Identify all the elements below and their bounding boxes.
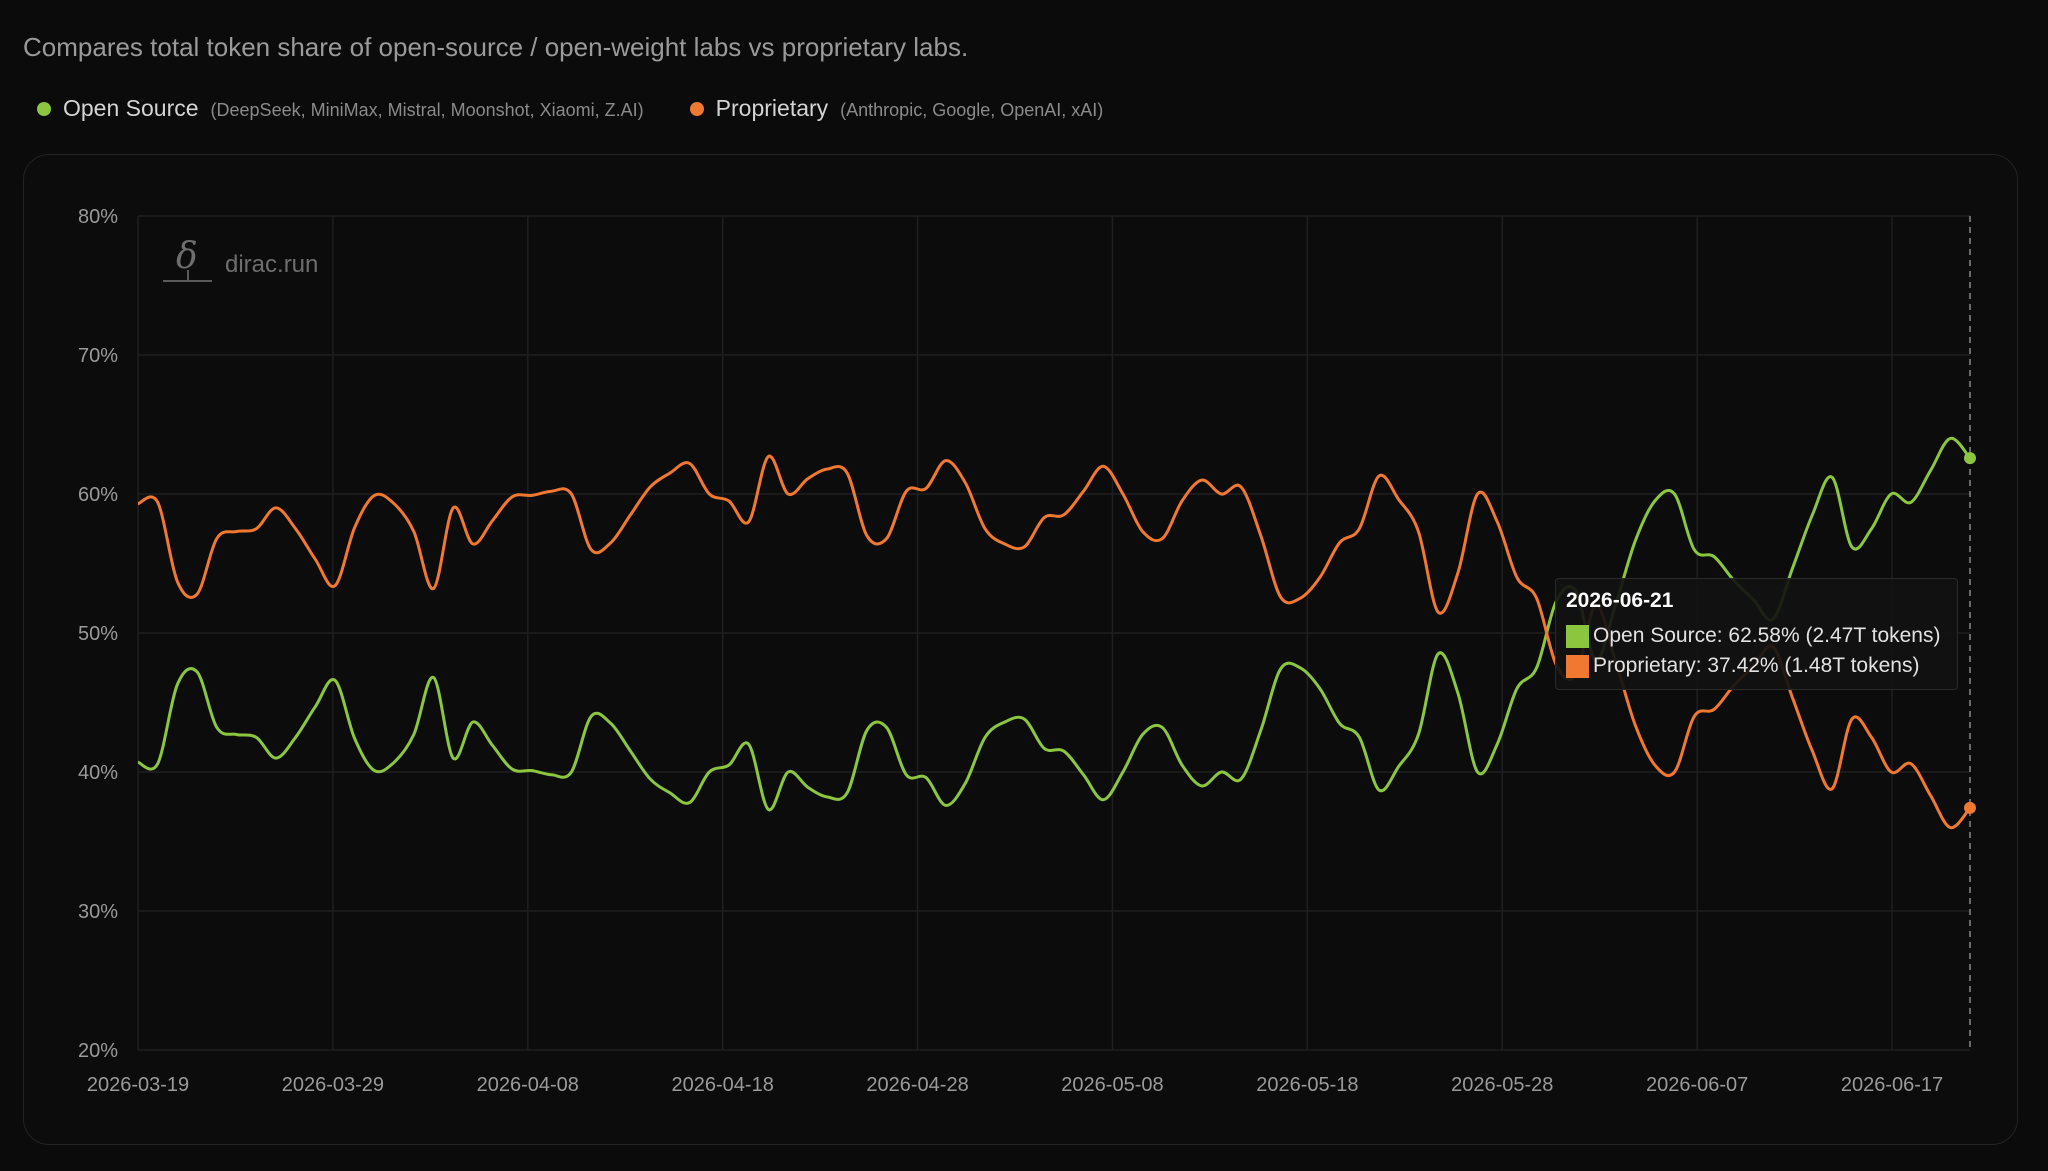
legend-members-proprietary: (Anthropic, Google, OpenAI, xAI) <box>840 100 1104 120</box>
legend-label-proprietary: Proprietary <box>715 95 829 121</box>
x-tick-label: 2026-05-18 <box>1256 1074 1358 1096</box>
x-tick-label: 2026-06-07 <box>1646 1074 1748 1096</box>
legend-item-open-source[interactable]: Open Source (DeepSeek, MiniMax, Mistral,… <box>37 95 644 122</box>
tooltip-text-proprietary: Proprietary: 37.42% (1.48T tokens) <box>1593 654 1920 677</box>
tooltip-swatch-open-source <box>1566 624 1589 648</box>
y-tick-label: 60% <box>78 484 118 506</box>
hover-markers <box>1964 452 1976 814</box>
tooltip-row-proprietary: Proprietary: 37.42% (1.48T tokens) <box>1566 651 1947 681</box>
y-tick-label: 40% <box>78 762 118 784</box>
legend-item-proprietary[interactable]: Proprietary (Anthropic, Google, OpenAI, … <box>689 95 1104 122</box>
y-tick-label: 70% <box>78 345 118 367</box>
grid-lines <box>137 215 1970 1051</box>
series-line-open-source[interactable] <box>137 436 1972 812</box>
x-tick-label: 2026-03-29 <box>282 1074 384 1096</box>
watermark-logo-glyph: δ <box>176 236 198 277</box>
y-tick-label: 80% <box>78 206 118 228</box>
legend-dot-proprietary <box>689 101 704 116</box>
x-tick-label: 2026-04-08 <box>477 1074 579 1096</box>
watermark: δ dirac.run <box>163 236 318 282</box>
x-axis-ticks: 2026-03-19 2026-03-29 2026-04-08 2026-04-18… <box>87 1074 1943 1096</box>
y-tick-label: 30% <box>78 901 118 923</box>
tooltip-swatch-proprietary <box>1566 654 1589 678</box>
chart-subtitle: Compares total token share of open-sourc… <box>23 32 969 62</box>
x-tick-label: 2026-04-18 <box>672 1074 774 1096</box>
series-line-proprietary[interactable] <box>137 454 1972 830</box>
y-tick-label: 50% <box>78 623 118 645</box>
tooltip: 2026-06-21 Open Source: 62.58% (2.47T to… <box>1555 578 1958 690</box>
hover-marker-proprietary <box>1964 801 1976 814</box>
x-tick-label: 2026-06-17 <box>1841 1074 1943 1096</box>
tooltip-date: 2026-06-21 <box>1566 589 1674 612</box>
legend-label-open-source: Open Source <box>63 95 199 121</box>
x-tick-label: 2026-04-28 <box>866 1074 968 1096</box>
x-tick-label: 2026-05-28 <box>1451 1074 1553 1096</box>
x-tick-label: 2026-05-08 <box>1061 1074 1163 1096</box>
series-lines <box>137 436 1972 830</box>
legend: Open Source (DeepSeek, MiniMax, Mistral,… <box>37 95 1149 122</box>
y-tick-label: 20% <box>78 1040 118 1062</box>
tooltip-text-open-source: Open Source: 62.58% (2.47T tokens) <box>1593 624 1941 647</box>
y-axis-ticks: 20% 30% 40% 50% 60% 70% 80% <box>78 206 118 1062</box>
legend-members-open-source: (DeepSeek, MiniMax, Mistral, Moonshot, X… <box>210 100 644 120</box>
watermark-text: dirac.run <box>225 251 318 278</box>
tooltip-row-open-source: Open Source: 62.58% (2.47T tokens) <box>1566 621 1947 651</box>
hover-marker-open-source <box>1964 452 1976 465</box>
x-tick-label: 2026-03-19 <box>87 1074 189 1096</box>
legend-dot-open-source <box>37 101 51 116</box>
